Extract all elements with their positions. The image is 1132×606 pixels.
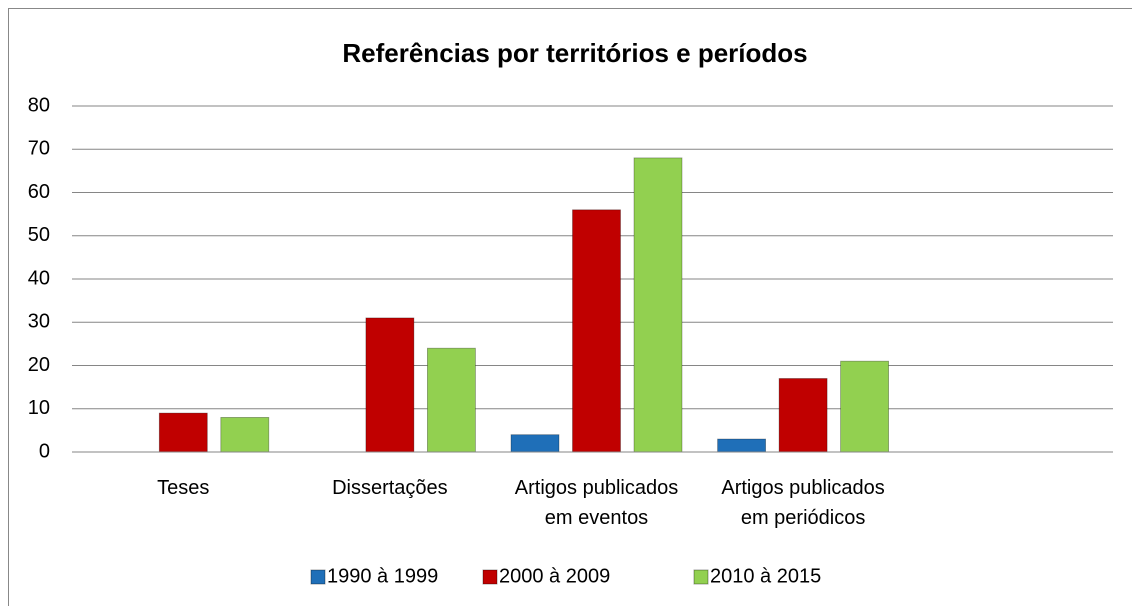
x-tick-label: Artigos publicados em periódicos <box>721 477 885 529</box>
legend-label: 2000 à 2009 <box>499 565 610 587</box>
bar <box>778 378 828 453</box>
y-tick-label: 60 <box>28 181 50 203</box>
y-tick-label: 30 <box>28 311 50 333</box>
bar <box>510 434 560 453</box>
legend-label: 1990 à 1999 <box>327 565 438 587</box>
x-tick-label: Dissertações <box>332 477 448 499</box>
y-tick-label: 10 <box>28 397 50 419</box>
bar <box>426 347 476 453</box>
y-tick-label: 70 <box>28 138 50 160</box>
y-tick-label: 0 <box>39 440 50 462</box>
y-tick-label: 20 <box>28 354 50 376</box>
y-tick-label: 40 <box>28 267 50 289</box>
bar <box>220 416 270 453</box>
bar <box>840 360 889 453</box>
x-tick-label: Artigos publicados em eventos <box>514 477 679 529</box>
legend-swatch <box>482 569 498 585</box>
bar <box>365 317 415 453</box>
chart-title: Referências por territórios e períodos <box>342 38 807 68</box>
y-tick-label: 50 <box>28 224 50 246</box>
x-tick-label: Teses <box>157 477 210 499</box>
legend-swatch <box>693 569 709 585</box>
chart-frame <box>8 8 1132 606</box>
bar <box>158 412 208 453</box>
bar <box>633 157 683 453</box>
bar <box>717 438 766 453</box>
bar <box>572 209 621 453</box>
y-tick-label: 80 <box>28 94 50 116</box>
legend-label: 2010 à 2015 <box>710 565 821 587</box>
legend-swatch <box>310 569 326 585</box>
